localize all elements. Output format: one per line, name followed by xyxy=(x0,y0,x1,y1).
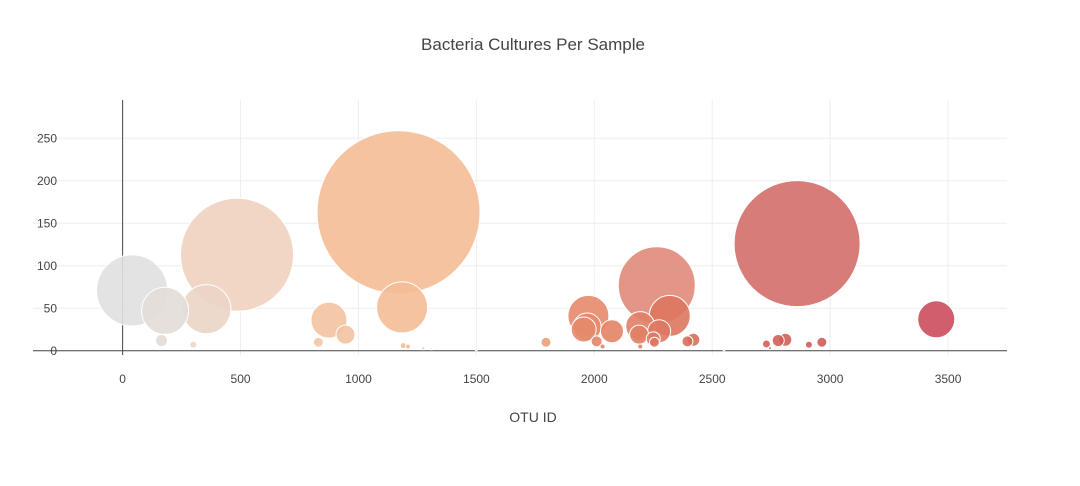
bubble-point xyxy=(804,340,813,349)
bubble-point xyxy=(141,286,190,335)
bubble-point xyxy=(637,343,644,350)
chart-title: Bacteria Cultures Per Sample xyxy=(421,35,645,54)
y-tick-label: 50 xyxy=(44,301,58,315)
bubble-point xyxy=(590,335,603,348)
bubble-point xyxy=(155,334,169,348)
x-tick-label: 2000 xyxy=(581,372,608,386)
bubbles xyxy=(96,130,956,352)
tick-labels: 0 500 1000 1500 2000 2500 3000 3500 0 50 100 150 200… xyxy=(37,131,962,386)
bubble-point xyxy=(816,336,828,348)
x-tick-label: 500 xyxy=(231,372,251,386)
x-tick-label: 1500 xyxy=(463,372,490,386)
y-tick-label: 150 xyxy=(37,216,57,230)
bubble-point xyxy=(430,347,434,351)
x-tick-label: 0 xyxy=(119,372,126,386)
bubble-point xyxy=(681,335,694,348)
bubble-point xyxy=(421,346,426,351)
bubble-point xyxy=(917,300,956,339)
bubble-point xyxy=(335,324,356,345)
bubble-point xyxy=(761,339,771,349)
bubble-point xyxy=(404,343,411,350)
x-tick-label: 3000 xyxy=(817,372,844,386)
bubble-point xyxy=(316,130,481,295)
bubble-point xyxy=(599,319,624,344)
bubble-point xyxy=(599,343,606,350)
bubble-point xyxy=(570,316,597,343)
bubble-point xyxy=(540,336,552,348)
y-tick-label: 250 xyxy=(37,131,57,145)
y-tick-label: 200 xyxy=(37,174,57,188)
x-axis-label: OTU ID xyxy=(509,409,556,425)
bubble-point xyxy=(733,180,861,308)
x-tick-label: 1000 xyxy=(345,372,372,386)
bubble-point xyxy=(722,348,726,352)
y-tick-label: 0 xyxy=(50,344,57,358)
bubble-point xyxy=(767,346,772,351)
bubble-point xyxy=(376,281,429,334)
y-tick-label: 100 xyxy=(37,259,57,273)
bubble-point xyxy=(181,284,232,335)
bubble-point xyxy=(648,336,660,348)
bubble-point xyxy=(771,334,785,348)
x-tick-label: 3500 xyxy=(935,372,962,386)
bubble-point xyxy=(189,340,198,349)
bubble-point xyxy=(474,348,478,352)
bubble-point xyxy=(629,324,650,345)
bubble-point xyxy=(312,336,324,348)
bubble-point xyxy=(179,197,294,312)
x-tick-label: 2500 xyxy=(699,372,726,386)
